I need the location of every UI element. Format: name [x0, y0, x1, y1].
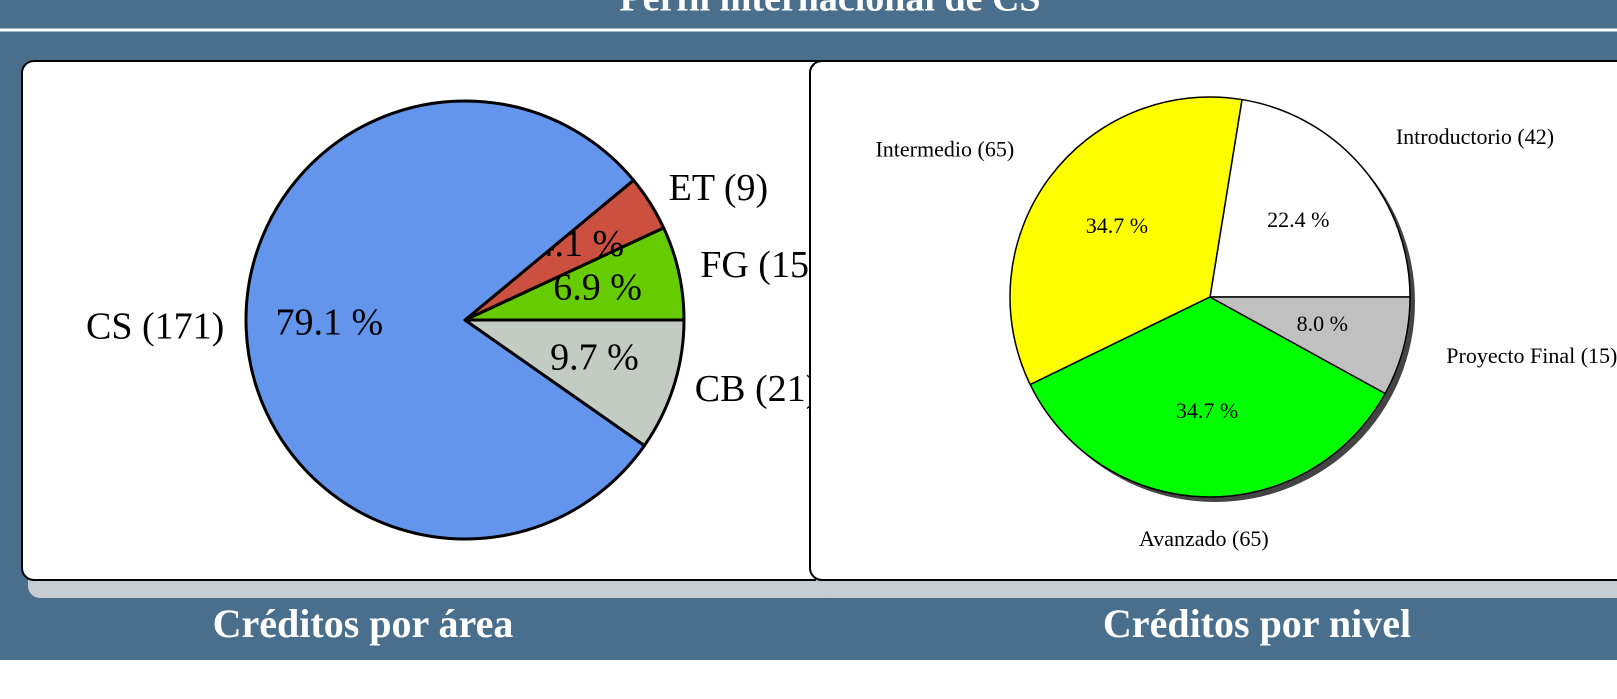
slice-label: Avanzado (65): [1139, 526, 1269, 551]
value-label: 22.4 %: [1267, 207, 1329, 232]
value-label: 9.7 %: [550, 337, 639, 379]
slice-label: Intermedio (65): [875, 137, 1014, 162]
caption: Créditos por área: [213, 601, 514, 646]
slice-label: Introductorio (42): [1396, 124, 1554, 149]
slice-label: CS (171): [86, 306, 224, 348]
pie-slice: [463, 318, 686, 448]
slice-label: CB (21): [695, 368, 819, 410]
value-label: 8.0 %: [1297, 311, 1348, 336]
value-label: 79.1 %: [276, 301, 384, 343]
pie-slice: [244, 99, 646, 541]
chart-left: 6.9 %FG (15)4.1 %ET (9)79.1 %CS (171)9.7…: [86, 99, 822, 541]
pie-slice: [1209, 296, 1411, 395]
chart-right: 22.4 % Introductorio (42) 34.7 % Intermedio…: [875, 96, 1617, 551]
pie-slice: [1209, 98, 1411, 298]
slice-label: Proyecto Final (15): [1446, 343, 1617, 368]
pie-slice: [1009, 96, 1243, 386]
slice-label: ET (9): [669, 167, 769, 209]
value-label: 34.7 %: [1176, 398, 1238, 423]
pie-slice: [1029, 296, 1386, 498]
slide-title: Perfil internacional de CS: [619, 0, 1040, 20]
caption: Créditos por nivel: [1103, 601, 1411, 646]
value-label: 34.7 %: [1086, 213, 1148, 238]
slice-label: FG (15): [700, 244, 821, 286]
